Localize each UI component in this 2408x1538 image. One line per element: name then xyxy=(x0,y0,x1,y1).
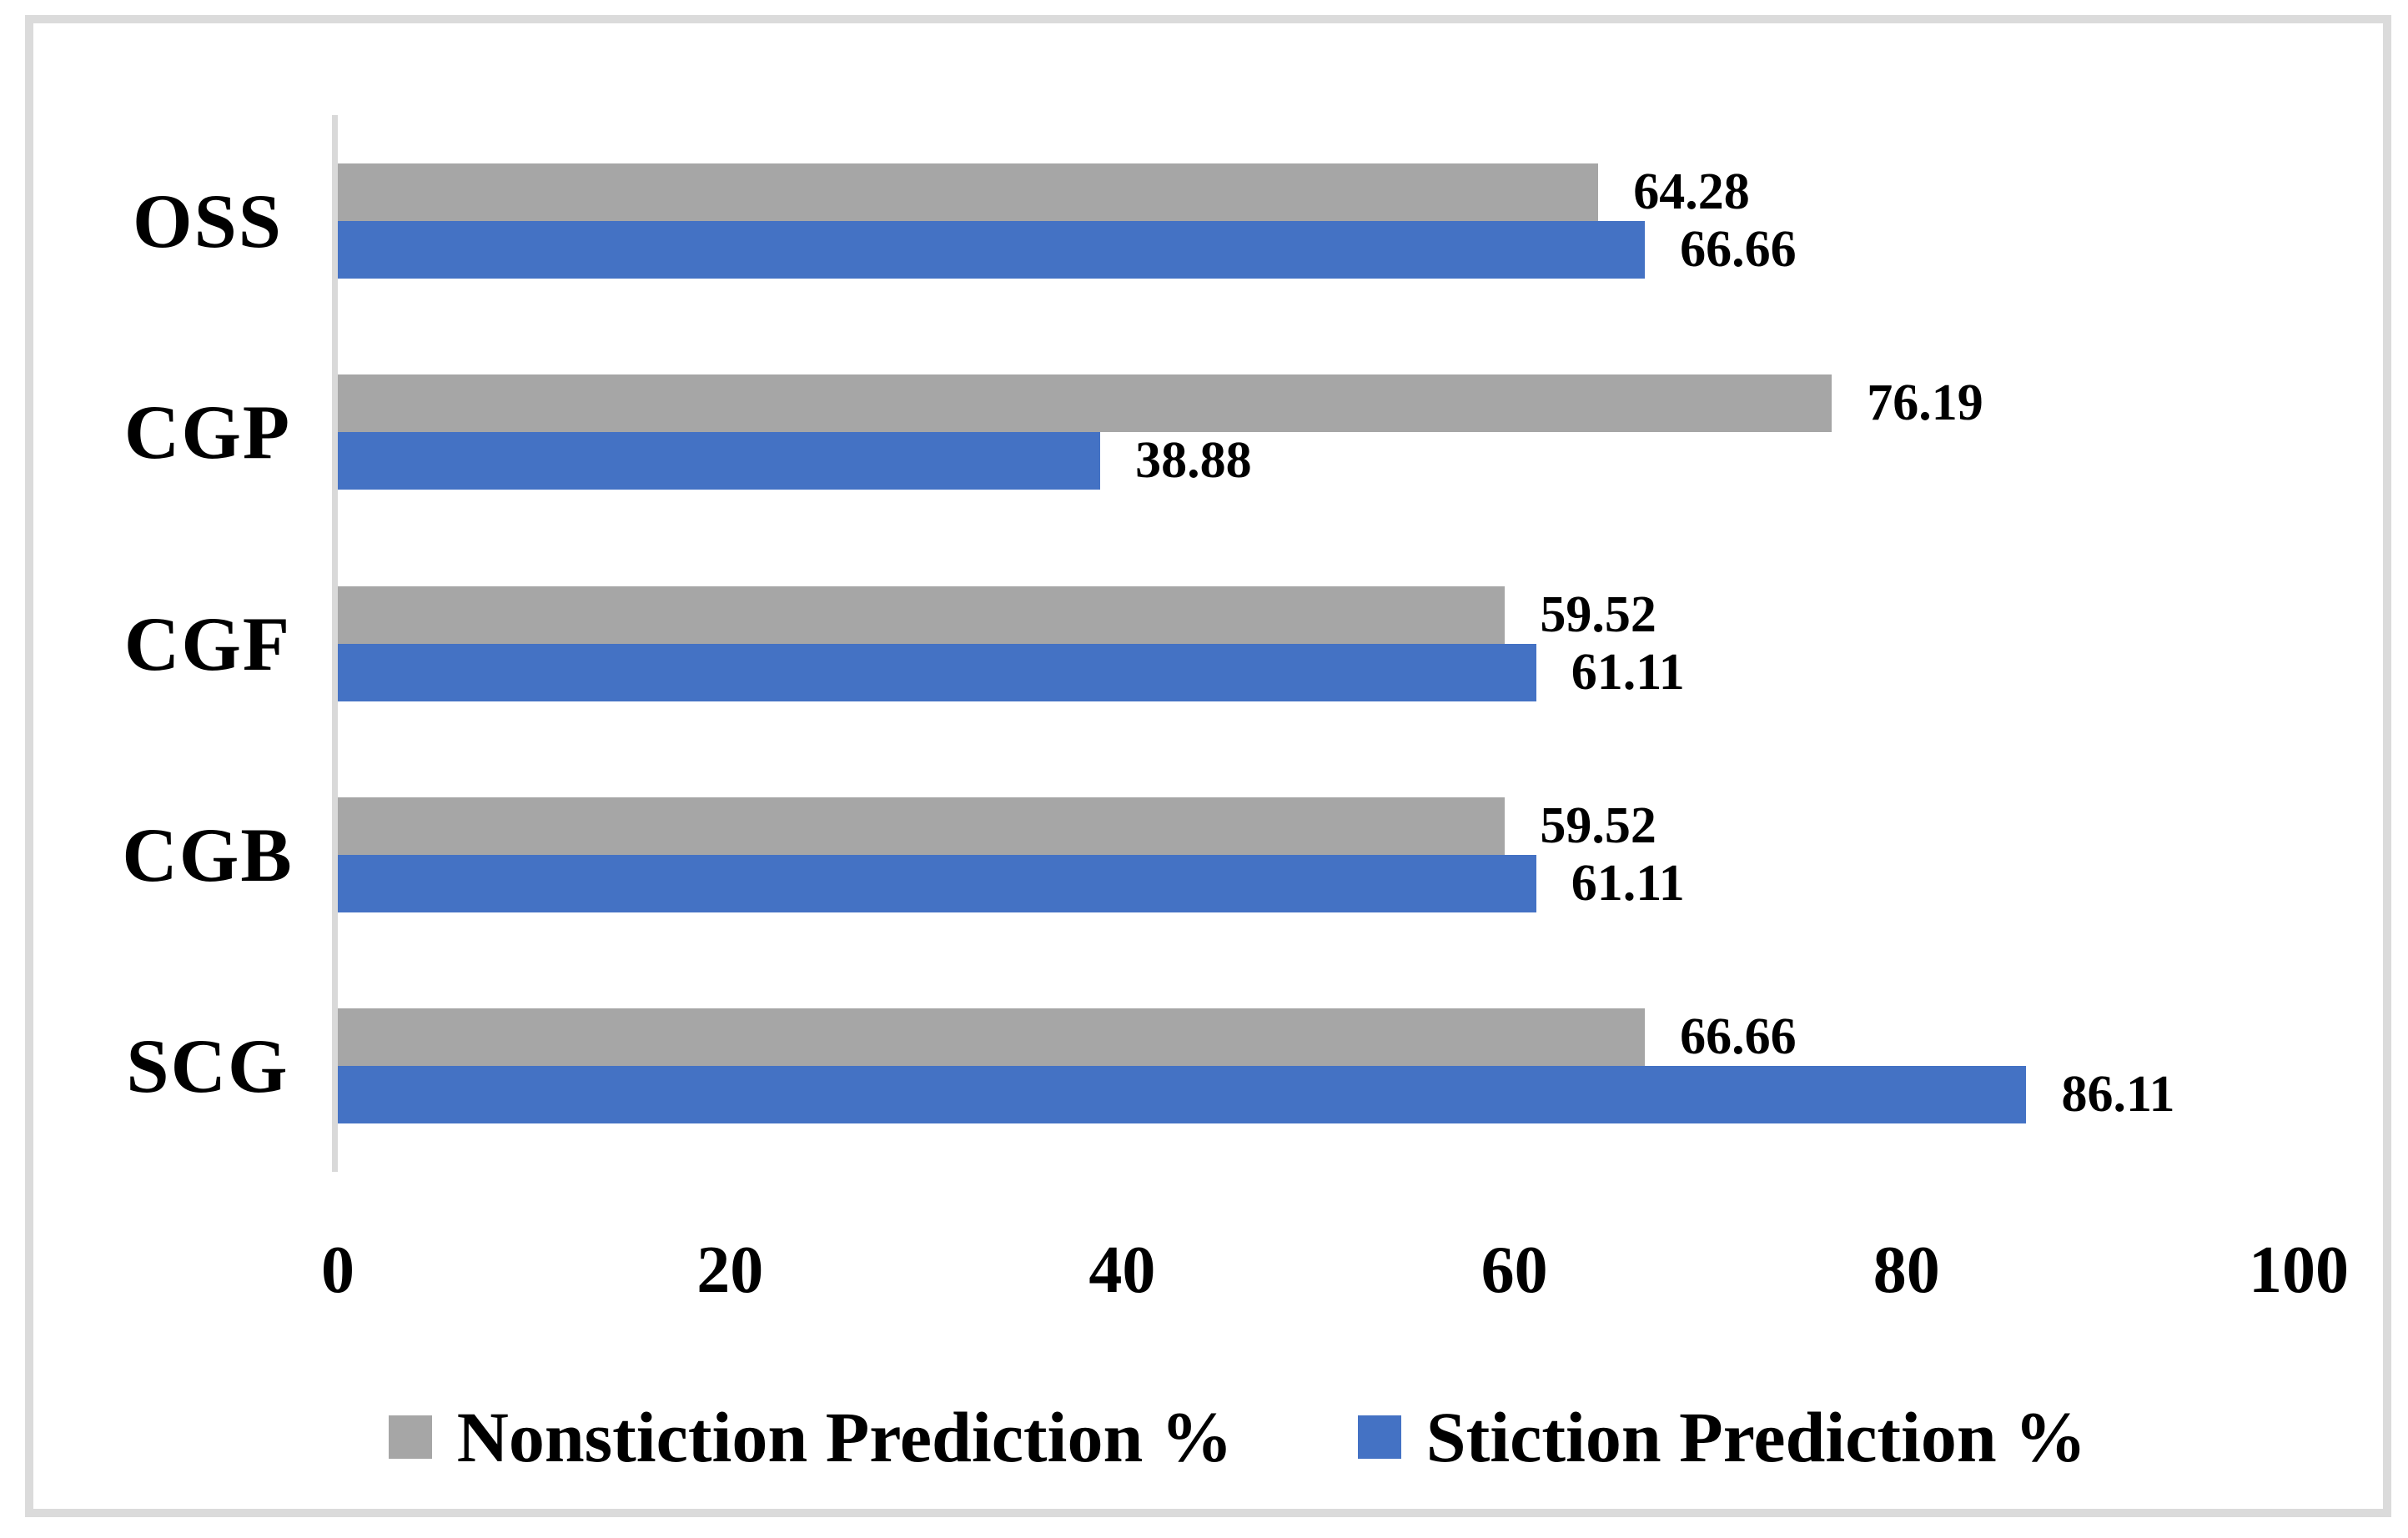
category-label-cgp: CGP xyxy=(123,390,292,475)
category-group-oss: OSS 64.28 66.66 xyxy=(83,115,2299,326)
data-label-stiction-cgb: 61.11 xyxy=(1571,854,1685,912)
data-label-nonstiction-cgb: 59.52 xyxy=(1540,797,1656,854)
category-label-scg: SCG xyxy=(126,1023,289,1109)
data-label-nonstiction-cgp: 76.19 xyxy=(1867,374,1983,432)
category-label-cgf: CGF xyxy=(123,601,292,686)
nonstiction-bar-oss xyxy=(338,163,1599,221)
x-tick-80: 80 xyxy=(1873,1234,1940,1307)
x-tick-40: 40 xyxy=(1088,1234,1156,1307)
legend-item-stiction: Stiction Prediction % xyxy=(1357,1395,2087,1479)
data-label-stiction-cgp: 38.88 xyxy=(1135,432,1252,490)
nonstiction-bar-scg xyxy=(338,1008,1646,1067)
category-label-oss: OSS xyxy=(133,178,283,264)
category-group-cgf: CGF 59.52 61.11 xyxy=(83,538,2299,749)
y-axis-line xyxy=(332,115,338,1172)
legend-label-stiction: Stiction Prediction % xyxy=(1425,1397,2087,1477)
nonstiction-bar-cgb xyxy=(338,797,1506,855)
category-group-cgb: CGB 59.52 61.11 xyxy=(83,749,2299,960)
legend: Nonstiction Prediction % Stiction Predic… xyxy=(33,1395,2408,1479)
legend-swatch-stiction xyxy=(1357,1415,1401,1459)
x-tick-20: 20 xyxy=(696,1234,764,1307)
data-label-nonstiction-scg: 66.66 xyxy=(1680,1008,1797,1066)
nonstiction-bar-cgp xyxy=(338,374,1832,433)
legend-item-nonstiction: Nonstiction Prediction % xyxy=(388,1395,1233,1479)
stiction-bar-cgb xyxy=(338,854,1536,912)
data-label-stiction-scg: 86.11 xyxy=(2061,1066,2175,1123)
x-axis: 0 20 40 60 80 100 xyxy=(321,1234,2349,1329)
stiction-bar-scg xyxy=(338,1066,2027,1124)
x-tick-0: 0 xyxy=(321,1234,354,1307)
data-label-nonstiction-oss: 64.28 xyxy=(1633,163,1750,220)
category-group-scg: SCG 66.66 86.11 xyxy=(83,961,2299,1172)
plot-area: OSS 64.28 66.66 CGP 76.19 38.88 CGF 59.52 61.11 C… xyxy=(83,115,2299,1172)
data-label-nonstiction-cgf: 59.52 xyxy=(1540,586,1656,643)
legend-swatch-nonstiction xyxy=(388,1415,432,1459)
x-tick-100: 100 xyxy=(2249,1234,2349,1307)
category-label-cgb: CGB xyxy=(122,812,294,897)
stiction-bar-cgp xyxy=(338,432,1101,490)
legend-label-nonstiction: Nonstiction Prediction % xyxy=(456,1397,1233,1477)
nonstiction-bar-cgf xyxy=(338,586,1506,644)
chart-frame: OSS 64.28 66.66 CGP 76.19 38.88 CGF 59.52 61.11 C… xyxy=(25,15,2391,1517)
x-tick-60: 60 xyxy=(1480,1234,1548,1307)
category-group-cgp: CGP 76.19 38.88 xyxy=(83,326,2299,537)
stiction-bar-cgf xyxy=(338,643,1536,701)
stiction-bar-oss xyxy=(338,220,1646,279)
data-label-stiction-cgf: 61.11 xyxy=(1571,643,1685,701)
data-label-stiction-oss: 66.66 xyxy=(1680,220,1797,278)
